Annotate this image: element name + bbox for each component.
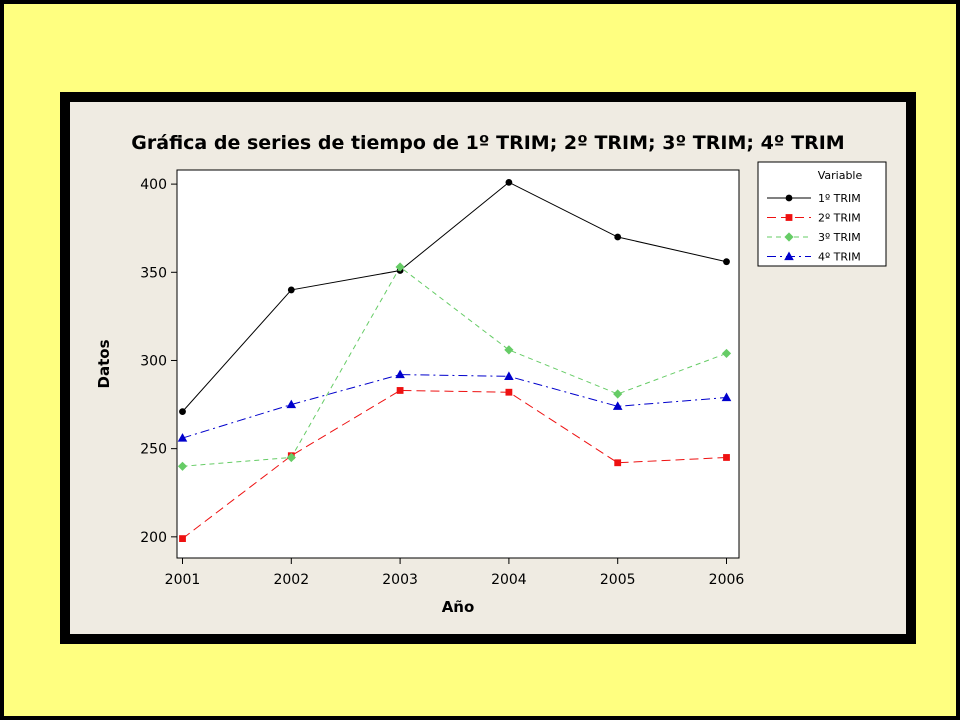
line-chart: Gráfica de series de tiempo de 1º TRIM; … xyxy=(95,132,887,616)
legend-marker xyxy=(784,232,794,242)
data-point xyxy=(723,454,730,461)
data-point xyxy=(177,461,188,471)
y-tick-label: 350 xyxy=(140,265,167,281)
data-point xyxy=(179,408,186,416)
data-point xyxy=(179,535,186,542)
legend-label: 3º TRIM xyxy=(818,231,861,244)
legend-item[interactable]: 2º TRIM xyxy=(767,212,861,225)
plot-area xyxy=(176,169,740,559)
y-tick-label: 400 xyxy=(140,177,167,193)
data-point xyxy=(395,262,405,272)
series-line xyxy=(182,266,727,467)
series-1 xyxy=(179,178,730,416)
legend-label: 2º TRIM xyxy=(818,212,861,225)
data-point xyxy=(504,371,514,380)
x-tick-label: 2006 xyxy=(709,572,745,588)
data-point xyxy=(505,178,513,186)
legend-title: Variable xyxy=(818,169,863,182)
data-point xyxy=(613,389,623,399)
x-tick-label: 2004 xyxy=(491,572,527,588)
series-4 xyxy=(177,369,732,442)
chart-frame: Gráfica de series de tiempo de 1º TRIM; … xyxy=(60,92,916,644)
series-line xyxy=(182,181,727,412)
chart-title: Gráfica de series de tiempo de 1º TRIM; … xyxy=(131,132,844,154)
legend-marker xyxy=(785,194,793,202)
legend-label: 1º TRIM xyxy=(818,192,861,205)
data-point xyxy=(614,459,622,467)
data-point xyxy=(504,345,514,355)
series-line xyxy=(182,389,727,539)
data-point xyxy=(612,401,623,410)
data-point xyxy=(721,392,732,402)
chart-panel: Gráfica de series de tiempo de 1º TRIM; … xyxy=(70,102,906,634)
data-point xyxy=(177,433,188,442)
legend-box xyxy=(757,161,887,267)
legend-item[interactable]: 4º TRIM xyxy=(767,251,861,264)
legend-item[interactable]: 3º TRIM xyxy=(767,231,861,244)
data-point xyxy=(287,286,295,294)
data-point xyxy=(286,452,296,463)
y-tick-label: 250 xyxy=(140,442,167,458)
y-tick-label: 200 xyxy=(140,530,167,546)
data-point xyxy=(614,233,622,241)
data-point xyxy=(723,258,730,266)
legend[interactable]: Variable 1º TRIM 2º TRIM 3º TRIM 4º TRIM xyxy=(757,161,887,267)
legend-marker xyxy=(784,251,794,261)
data-point xyxy=(396,387,404,394)
y-axis: 200 250 300 350 400 xyxy=(140,177,177,546)
data-point xyxy=(505,388,513,396)
x-axis-label: Año xyxy=(442,598,475,616)
data-point xyxy=(286,399,297,409)
y-axis-label: Datos xyxy=(95,339,113,388)
data-point xyxy=(395,369,405,379)
x-tick-label: 2003 xyxy=(382,572,418,588)
x-tick-label: 2002 xyxy=(273,572,309,588)
slide-background: Gráfica de series de tiempo de 1º TRIM; … xyxy=(4,4,956,716)
x-tick-label: 2005 xyxy=(600,572,636,588)
x-tick-label: 2001 xyxy=(165,572,201,588)
x-axis: 2001 2002 2003 2004 2005 2006 xyxy=(165,558,745,588)
legend-marker xyxy=(785,214,793,221)
y-tick-label: 300 xyxy=(140,353,167,369)
legend-label: 4º TRIM xyxy=(818,251,861,264)
legend-item[interactable]: 1º TRIM xyxy=(767,192,861,205)
